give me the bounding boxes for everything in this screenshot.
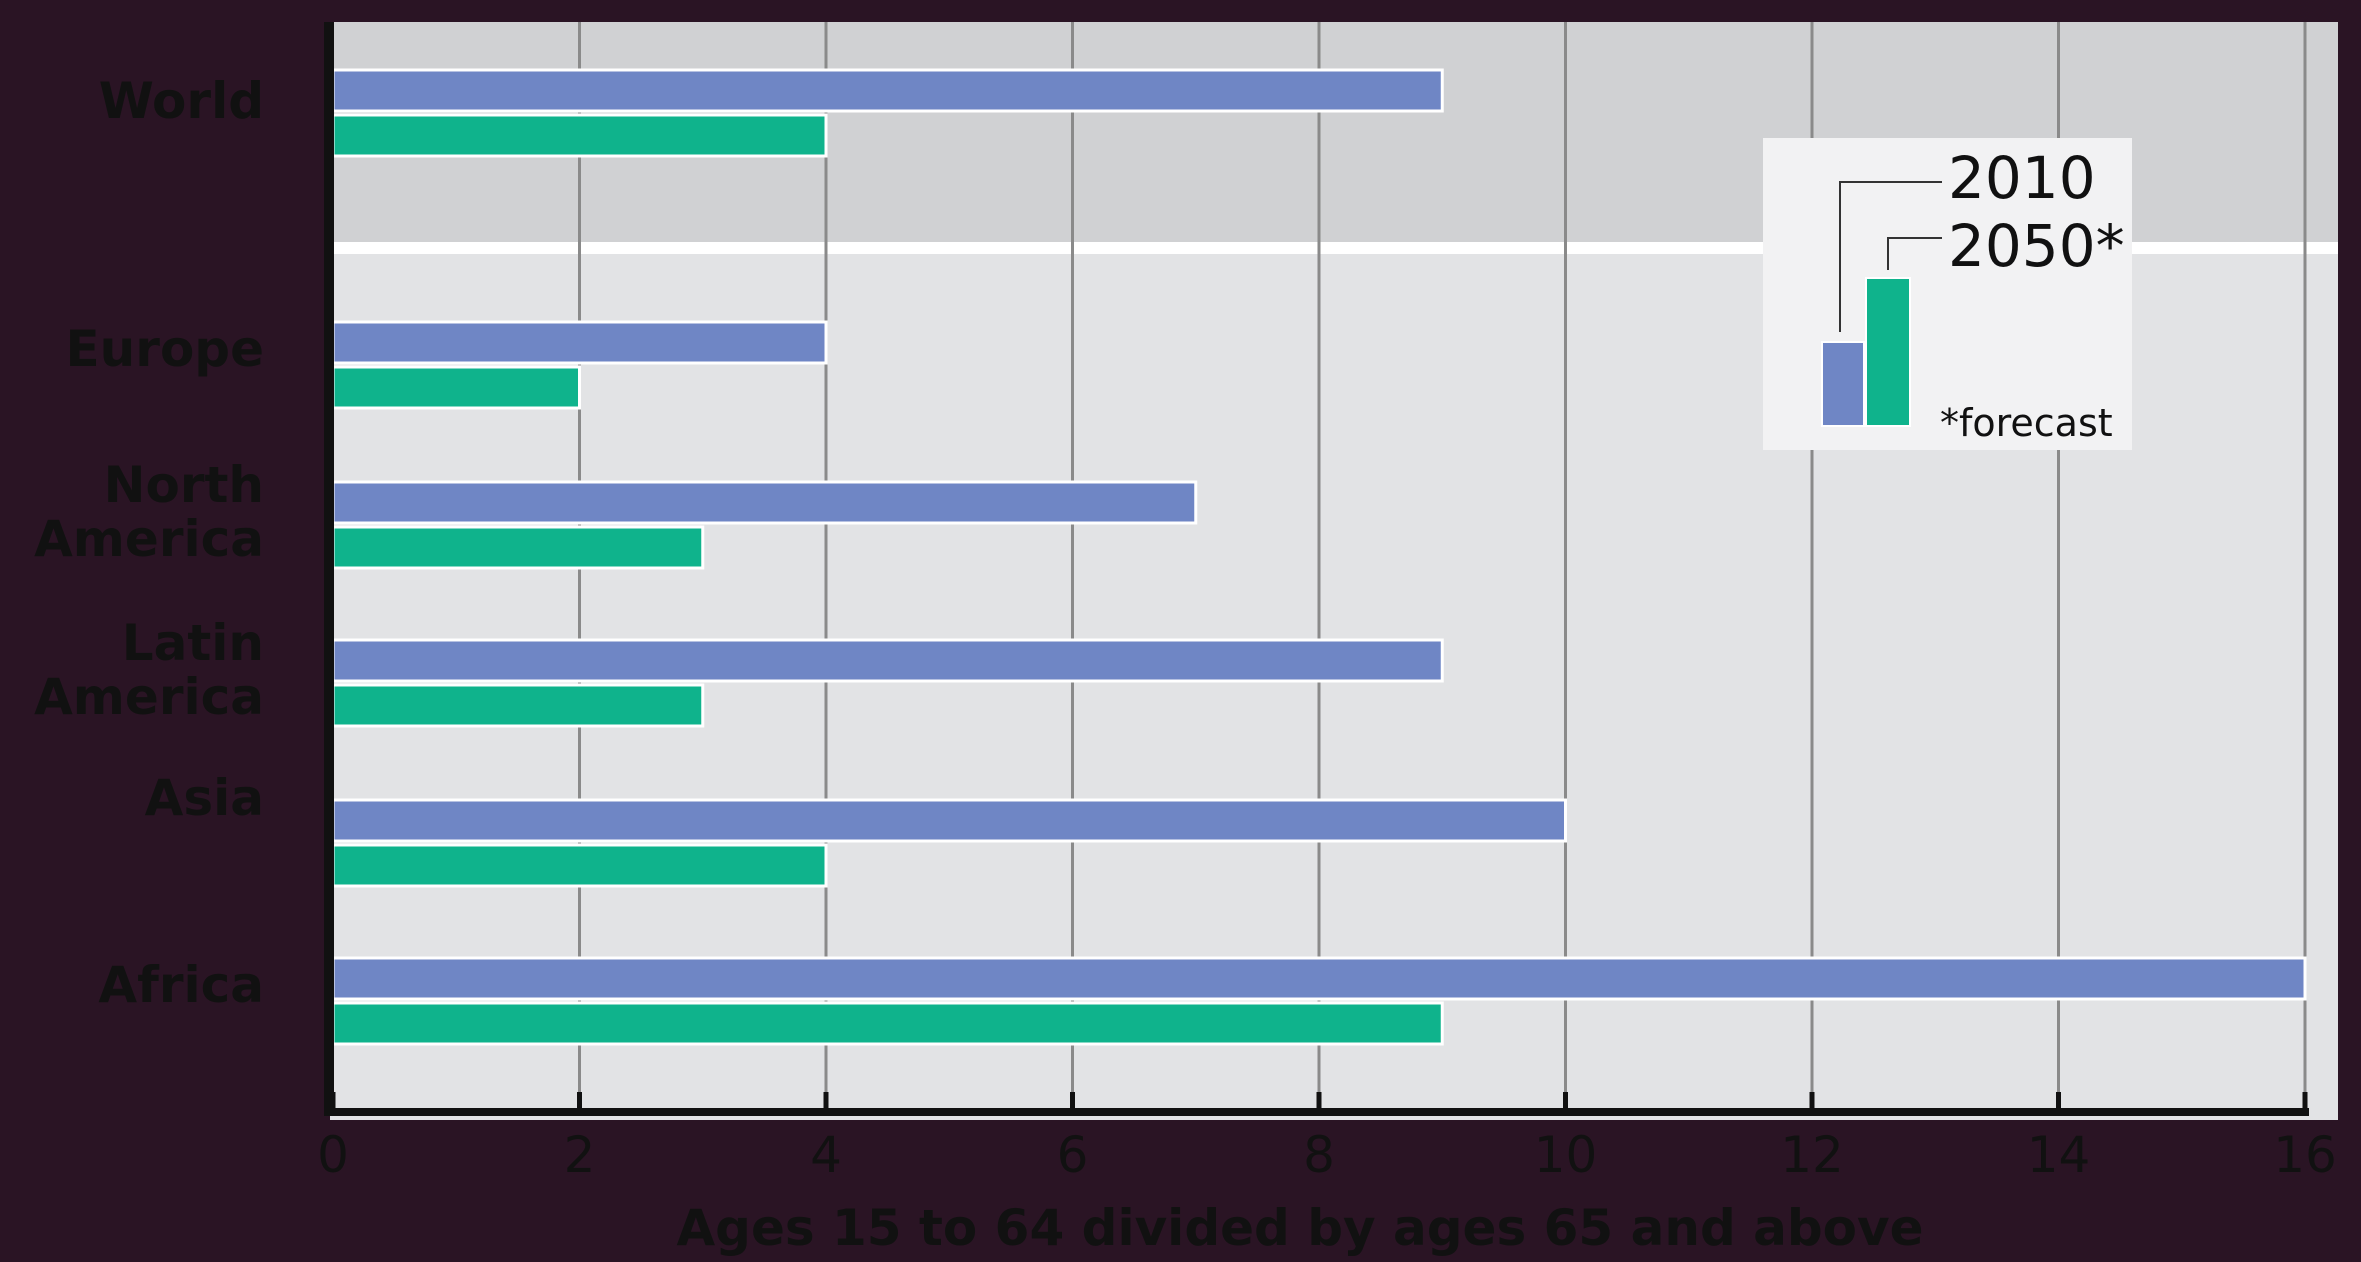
category-label-line: America <box>34 510 264 568</box>
bar-asia-2050 <box>331 843 828 888</box>
x-tick-label-2: 2 <box>564 1126 596 1184</box>
axes <box>324 22 2309 1116</box>
x-tick-label-16: 16 <box>2273 1126 2337 1184</box>
category-label-line: Latin <box>122 614 264 672</box>
category-label-north-america: North America <box>34 456 264 568</box>
category-label-latin-america: Latin America <box>34 614 264 726</box>
bars <box>331 68 2307 1046</box>
bar-africa-2050 <box>331 1001 1444 1046</box>
category-label-world: World <box>99 72 264 130</box>
category-label-line: World <box>99 72 264 130</box>
bar-north-america-2010 <box>331 480 1198 525</box>
legend-leader-2010 <box>1839 181 1942 332</box>
tick-labels: 0 2 4 6 8 10 12 14 16 <box>317 1126 2337 1184</box>
category-label-line: Asia <box>145 769 264 827</box>
legend-leader-2050 <box>1887 237 1942 270</box>
bar-world-2010 <box>331 68 1444 113</box>
bar-latin-america-2050 <box>331 683 705 728</box>
bar-europe-2050 <box>331 365 581 410</box>
category-label-africa: Africa <box>98 956 264 1014</box>
legend-footnote: *forecast <box>1940 401 2113 445</box>
bar-africa-2010 <box>331 956 2307 1001</box>
bar-north-america-2050 <box>331 525 705 570</box>
legend-label-2010: 2010 <box>1948 144 2096 212</box>
x-tick-label-12: 12 <box>1780 1126 1844 1184</box>
category-label-line: America <box>34 668 264 726</box>
x-axis-label: Ages 15 to 64 divided by ages 65 and abo… <box>676 1199 1923 1257</box>
x-tick-label-4: 4 <box>810 1126 842 1184</box>
legend-swatch-2050 <box>1865 277 1911 427</box>
category-label-line: Africa <box>98 956 264 1014</box>
legend-swatch-2010 <box>1821 341 1865 427</box>
x-tick-label-14: 14 <box>2027 1126 2091 1184</box>
bar-world-2050 <box>331 113 828 158</box>
bar-europe-2010 <box>331 320 828 365</box>
x-tick-label-10: 10 <box>1534 1126 1598 1184</box>
x-tick-label-8: 8 <box>1303 1126 1335 1184</box>
legend-label-2050: 2050* <box>1948 212 2125 280</box>
x-tick-label-0: 0 <box>317 1126 349 1184</box>
category-label-europe: Europe <box>66 320 264 378</box>
bar-latin-america-2010 <box>331 638 1444 683</box>
legend: 2010 2050* *forecast <box>1763 138 2132 450</box>
bar-asia-2010 <box>331 798 1567 843</box>
category-label-asia: Asia <box>145 769 264 827</box>
x-tick-label-6: 6 <box>1057 1126 1089 1184</box>
category-label-line: North <box>104 456 264 514</box>
category-label-line: Europe <box>66 320 264 378</box>
